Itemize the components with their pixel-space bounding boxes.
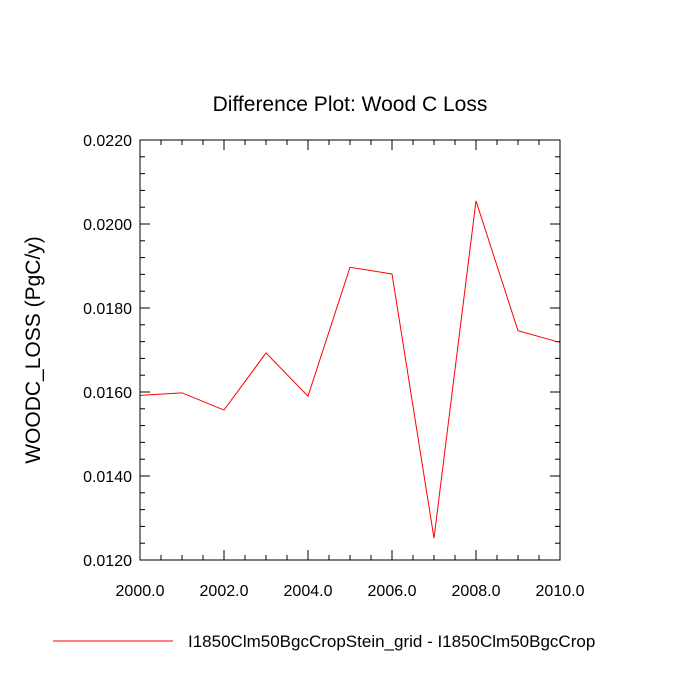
x-tick-label: 2002.0	[200, 583, 249, 600]
y-axis-label: WOODC_LOSS (PgC/y)	[22, 236, 45, 464]
y-tick-label: 0.0160	[83, 385, 132, 402]
y-tick-label: 0.0180	[83, 301, 132, 318]
data-point	[181, 392, 183, 394]
data-point	[517, 330, 519, 332]
data-point	[349, 266, 351, 268]
y-tick-label: 0.0120	[83, 553, 132, 570]
data-point	[475, 200, 477, 202]
data-point	[391, 273, 393, 275]
data-point	[307, 395, 309, 397]
plot-frame	[139, 139, 561, 561]
legend-entry-label: I1850Clm50BgcCropStein_grid - I1850Clm50…	[188, 632, 595, 651]
data-point	[433, 537, 435, 539]
x-tick-label: 2010.0	[536, 583, 585, 600]
y-axis-ticks: 0.0120 0.0140 0.0160 0.0180 0.0200 0.0220	[83, 133, 560, 570]
y-tick-label: 0.0220	[83, 133, 132, 150]
data-point	[223, 409, 225, 411]
x-tick-label: 2006.0	[368, 583, 417, 600]
x-tick-label: 2008.0	[452, 583, 501, 600]
y-tick-label: 0.0200	[83, 217, 132, 234]
x-tick-label: 2004.0	[284, 583, 333, 600]
x-axis-ticks: 2000.0 2002.0 2004.0 2006.0 2008.0 2010.0	[116, 140, 585, 600]
chart-title: Difference Plot: Wood C Loss	[213, 93, 488, 116]
y-tick-label: 0.0140	[83, 469, 132, 486]
series-layer	[139, 200, 561, 539]
series-line-0	[139, 200, 561, 539]
data-point	[265, 352, 267, 354]
legend: I1850Clm50BgcCropStein_grid - I1850Clm50…	[53, 632, 595, 651]
x-tick-label: 2000.0	[116, 583, 165, 600]
